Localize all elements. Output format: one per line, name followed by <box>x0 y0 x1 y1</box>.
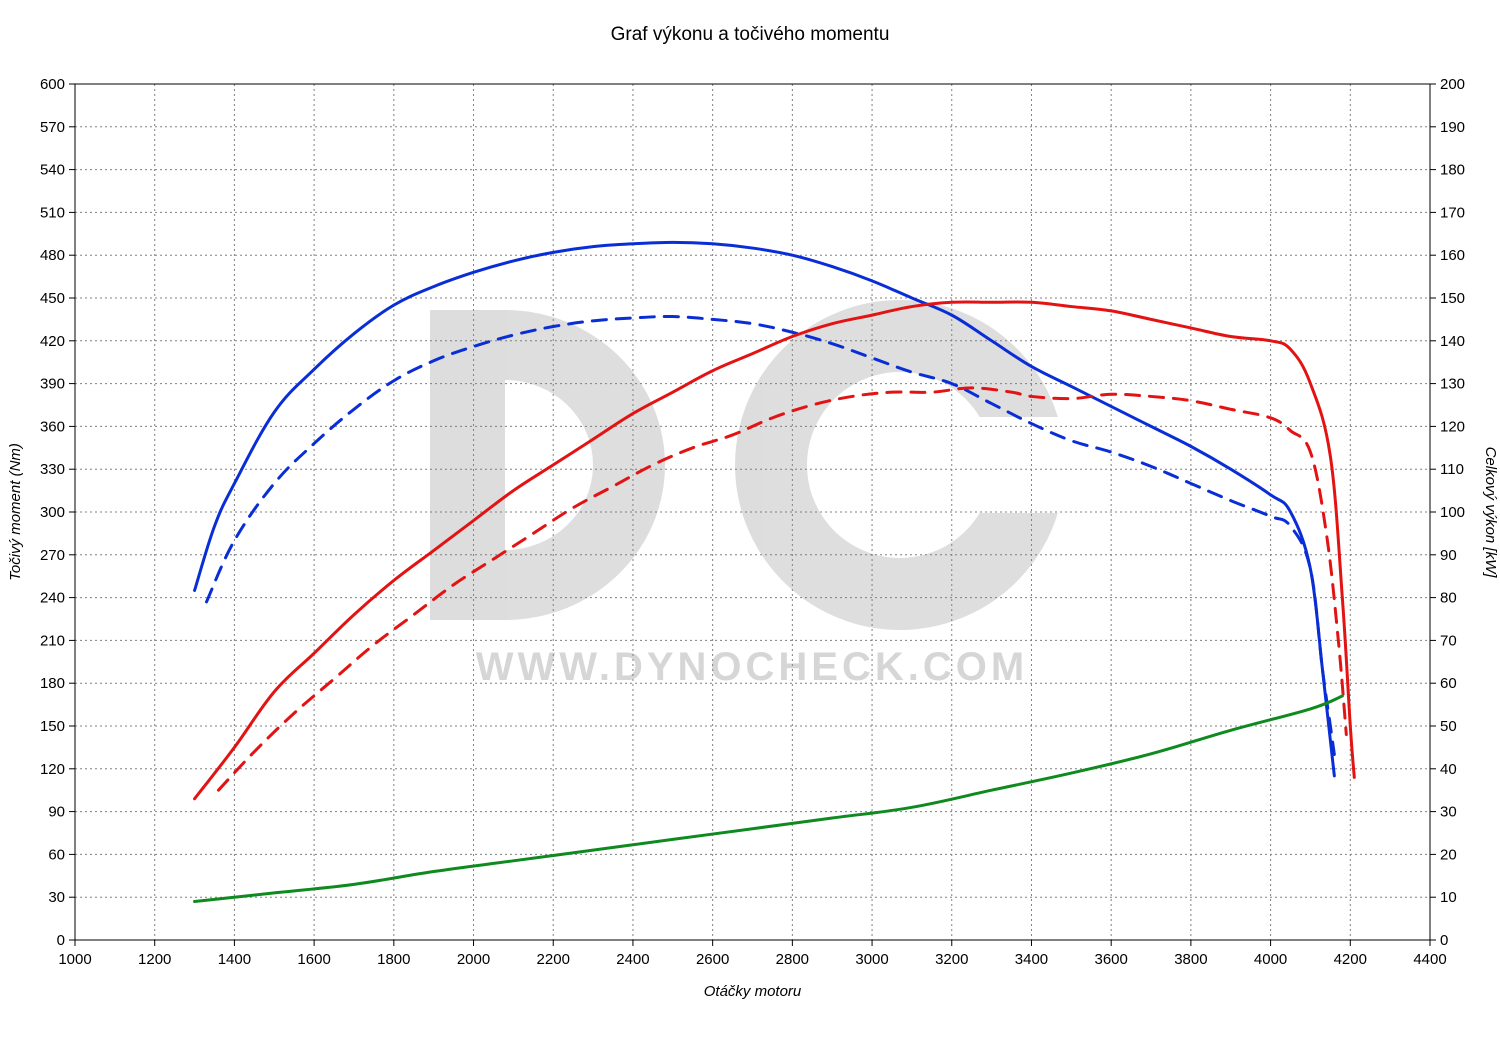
y-right-tick-label: 120 <box>1440 418 1465 435</box>
x-tick-label: 2200 <box>537 951 570 968</box>
y-left-tick-label: 390 <box>40 376 65 393</box>
y-right-tick-label: 20 <box>1440 846 1457 863</box>
x-tick-label: 4400 <box>1413 951 1446 968</box>
y-left-tick-label: 420 <box>40 333 65 350</box>
y-left-tick-label: 210 <box>40 632 65 649</box>
x-tick-label: 1800 <box>377 951 410 968</box>
y-right-tick-label: 50 <box>1440 718 1457 735</box>
x-tick-label: 1200 <box>138 951 171 968</box>
y-left-tick-label: 270 <box>40 547 65 564</box>
y-left-tick-label: 90 <box>48 804 65 821</box>
y-right-tick-label: 0 <box>1440 932 1448 949</box>
x-tick-label: 2600 <box>696 951 729 968</box>
y-left-tick-label: 150 <box>40 718 65 735</box>
x-tick-label: 4000 <box>1254 951 1287 968</box>
x-tick-label: 1000 <box>58 951 91 968</box>
y-right-tick-label: 160 <box>1440 247 1465 264</box>
y-right-axis-label: Celkový výkon [kW] <box>1482 447 1499 579</box>
y-left-tick-label: 120 <box>40 761 65 778</box>
x-tick-label: 2800 <box>776 951 809 968</box>
y-right-tick-label: 100 <box>1440 504 1465 521</box>
y-left-tick-label: 540 <box>40 162 65 179</box>
y-right-tick-label: 30 <box>1440 804 1457 821</box>
y-left-tick-label: 330 <box>40 461 65 478</box>
y-right-tick-label: 190 <box>1440 119 1465 136</box>
y-right-tick-label: 70 <box>1440 632 1457 649</box>
y-right-tick-label: 80 <box>1440 590 1457 607</box>
y-right-tick-label: 60 <box>1440 675 1457 692</box>
y-left-tick-label: 180 <box>40 675 65 692</box>
y-right-tick-label: 90 <box>1440 547 1457 564</box>
y-right-tick-label: 110 <box>1440 461 1464 478</box>
y-left-tick-label: 450 <box>40 290 65 307</box>
y-right-tick-label: 40 <box>1440 761 1457 778</box>
x-tick-label: 3000 <box>855 951 888 968</box>
dyno-chart: WWW.DYNOCHECK.COM10001200140016001800200… <box>0 0 1500 1041</box>
y-left-tick-label: 240 <box>40 590 65 607</box>
chart-title: Graf výkonu a točivého momentu <box>611 24 890 45</box>
x-tick-label: 3600 <box>1094 951 1127 968</box>
y-right-tick-label: 140 <box>1440 333 1465 350</box>
y-right-tick-label: 130 <box>1440 376 1465 393</box>
y-right-tick-label: 200 <box>1440 76 1465 93</box>
x-tick-label: 1400 <box>218 951 251 968</box>
watermark-text: WWW.DYNOCHECK.COM <box>476 645 1028 689</box>
x-tick-label: 2000 <box>457 951 490 968</box>
y-left-tick-label: 30 <box>48 889 65 906</box>
y-right-tick-label: 180 <box>1440 162 1465 179</box>
y-left-tick-label: 480 <box>40 247 65 264</box>
y-left-tick-label: 600 <box>40 76 65 93</box>
y-left-tick-label: 510 <box>40 204 65 221</box>
x-tick-label: 4200 <box>1334 951 1367 968</box>
x-tick-label: 3400 <box>1015 951 1048 968</box>
y-left-tick-label: 60 <box>48 846 65 863</box>
x-tick-label: 3200 <box>935 951 968 968</box>
y-left-tick-label: 300 <box>40 504 65 521</box>
y-left-tick-label: 570 <box>40 119 65 136</box>
y-right-tick-label: 170 <box>1440 204 1465 221</box>
chart-container: WWW.DYNOCHECK.COM10001200140016001800200… <box>0 0 1500 1041</box>
y-right-tick-label: 150 <box>1440 290 1465 307</box>
y-right-tick-label: 10 <box>1440 889 1457 906</box>
x-tick-label: 1600 <box>297 951 330 968</box>
x-axis-label: Otáčky motoru <box>704 983 802 1000</box>
y-left-tick-label: 360 <box>40 418 65 435</box>
x-tick-label: 3800 <box>1174 951 1207 968</box>
x-tick-label: 2400 <box>616 951 649 968</box>
y-left-tick-label: 0 <box>57 932 65 949</box>
y-left-axis-label: Točivý moment (Nm) <box>7 443 24 581</box>
